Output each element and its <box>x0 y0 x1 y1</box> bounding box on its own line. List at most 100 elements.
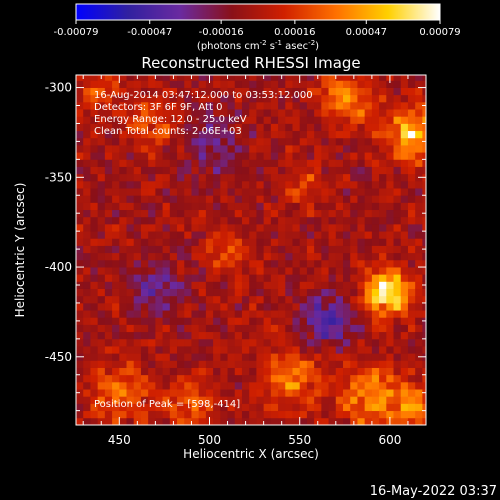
heatmap-cell <box>119 310 127 318</box>
heatmap-cell <box>198 231 207 239</box>
heatmap-cell <box>306 94 315 103</box>
heatmap-cell <box>148 188 156 196</box>
heatmap-cell <box>112 252 120 261</box>
heatmap-cell <box>314 281 322 289</box>
heatmap-cell <box>415 338 423 347</box>
heatmap-cell <box>306 367 315 376</box>
heatmap-cell <box>400 223 409 232</box>
heatmap-cell <box>371 238 380 246</box>
heatmap-cell <box>335 130 344 139</box>
heatmap-cell <box>364 389 373 397</box>
heatmap-cell <box>191 353 200 361</box>
heatmap-cell <box>357 389 366 397</box>
heatmap-cell <box>133 403 142 412</box>
heatmap-cell <box>205 267 214 275</box>
heatmap-cell <box>321 87 329 96</box>
heatmap-cell <box>76 417 84 425</box>
heatmap-cell <box>306 216 315 225</box>
heatmap-cell <box>220 152 228 160</box>
heatmap-cell <box>256 259 265 268</box>
heatmap-cell <box>220 231 228 239</box>
heatmap-cell <box>357 310 366 318</box>
heatmap-cell <box>83 274 91 282</box>
heatmap-cell <box>386 346 394 354</box>
heatmap-cell <box>205 396 214 404</box>
heatmap-cell <box>191 195 200 203</box>
heatmap-cell <box>162 310 171 318</box>
heatmap-cell <box>241 166 250 175</box>
heatmap-cell <box>386 166 394 175</box>
heatmap-cell <box>169 94 178 103</box>
heatmap-cell <box>285 137 293 146</box>
heatmap-cell <box>357 324 366 333</box>
heatmap-cell <box>104 417 113 425</box>
heatmap-cell <box>234 75 243 81</box>
heatmap-cell <box>213 367 221 376</box>
heatmap-cell <box>97 109 106 117</box>
heatmap-cell <box>220 80 228 88</box>
heatmap-cell <box>285 231 293 239</box>
heatmap-cell <box>213 360 221 368</box>
heatmap-cell <box>256 252 265 261</box>
heatmap-cell <box>400 137 409 146</box>
heatmap-cell <box>112 410 120 419</box>
heatmap-cell <box>393 259 402 268</box>
heatmap-cell <box>350 209 358 218</box>
heatmap-cell <box>205 367 214 376</box>
heatmap-cell <box>213 331 221 340</box>
heatmap-cell <box>285 381 293 390</box>
heatmap-cell <box>393 87 402 96</box>
heatmap-cell <box>126 238 135 246</box>
heatmap-cell <box>343 381 351 390</box>
heatmap-cell <box>386 317 394 325</box>
heatmap-cell <box>191 417 200 425</box>
heatmap-cell <box>227 195 236 203</box>
heatmap-cell <box>184 259 192 268</box>
heatmap-cell <box>119 245 127 254</box>
heatmap-cell <box>119 80 127 88</box>
heatmap-cell <box>234 195 243 203</box>
heatmap-cell <box>357 245 366 254</box>
heatmap-cell <box>415 180 423 189</box>
heatmap-cell <box>241 80 250 88</box>
heatmap-cell <box>328 281 337 289</box>
heatmap-cell <box>177 159 185 167</box>
heatmap-cell <box>278 317 286 325</box>
heatmap-cell <box>285 245 293 254</box>
heatmap-cell <box>177 195 185 203</box>
heatmap-cell <box>198 310 207 318</box>
heatmap-cell <box>285 152 293 160</box>
heatmap-cell <box>76 410 84 419</box>
heatmap-cell <box>321 295 329 304</box>
heatmap-cell <box>213 259 221 268</box>
heatmap-cell <box>90 396 99 404</box>
heatmap-cell <box>314 245 322 254</box>
heatmap-cell <box>148 180 156 189</box>
heatmap-cell <box>140 281 149 289</box>
heatmap-cell <box>198 173 207 182</box>
heatmap-cell <box>306 173 315 182</box>
heatmap-cell <box>306 281 315 289</box>
heatmap-cell <box>350 223 358 232</box>
heatmap-cell <box>292 403 301 412</box>
heatmap-cell <box>177 152 185 160</box>
heatmap-cell <box>162 317 171 325</box>
heatmap-cell <box>256 123 265 132</box>
heatmap-cell <box>415 87 423 96</box>
heatmap-cell <box>191 109 200 117</box>
heatmap-cell <box>299 80 308 88</box>
heatmap-cell <box>234 87 243 96</box>
heatmap-cell <box>227 389 236 397</box>
heatmap-cell <box>350 202 358 211</box>
heatmap-cell <box>270 403 279 412</box>
heatmap-cell <box>148 360 156 368</box>
heatmap-cell <box>306 259 315 268</box>
heatmap-cell <box>140 367 149 376</box>
heatmap-cell <box>133 166 142 175</box>
heatmap-cell <box>371 367 380 376</box>
heatmap-cell <box>76 238 84 246</box>
heatmap-cell <box>343 101 351 110</box>
heatmap-cell <box>140 381 149 390</box>
heatmap-cell <box>148 152 156 160</box>
heatmap-cell <box>364 338 373 347</box>
